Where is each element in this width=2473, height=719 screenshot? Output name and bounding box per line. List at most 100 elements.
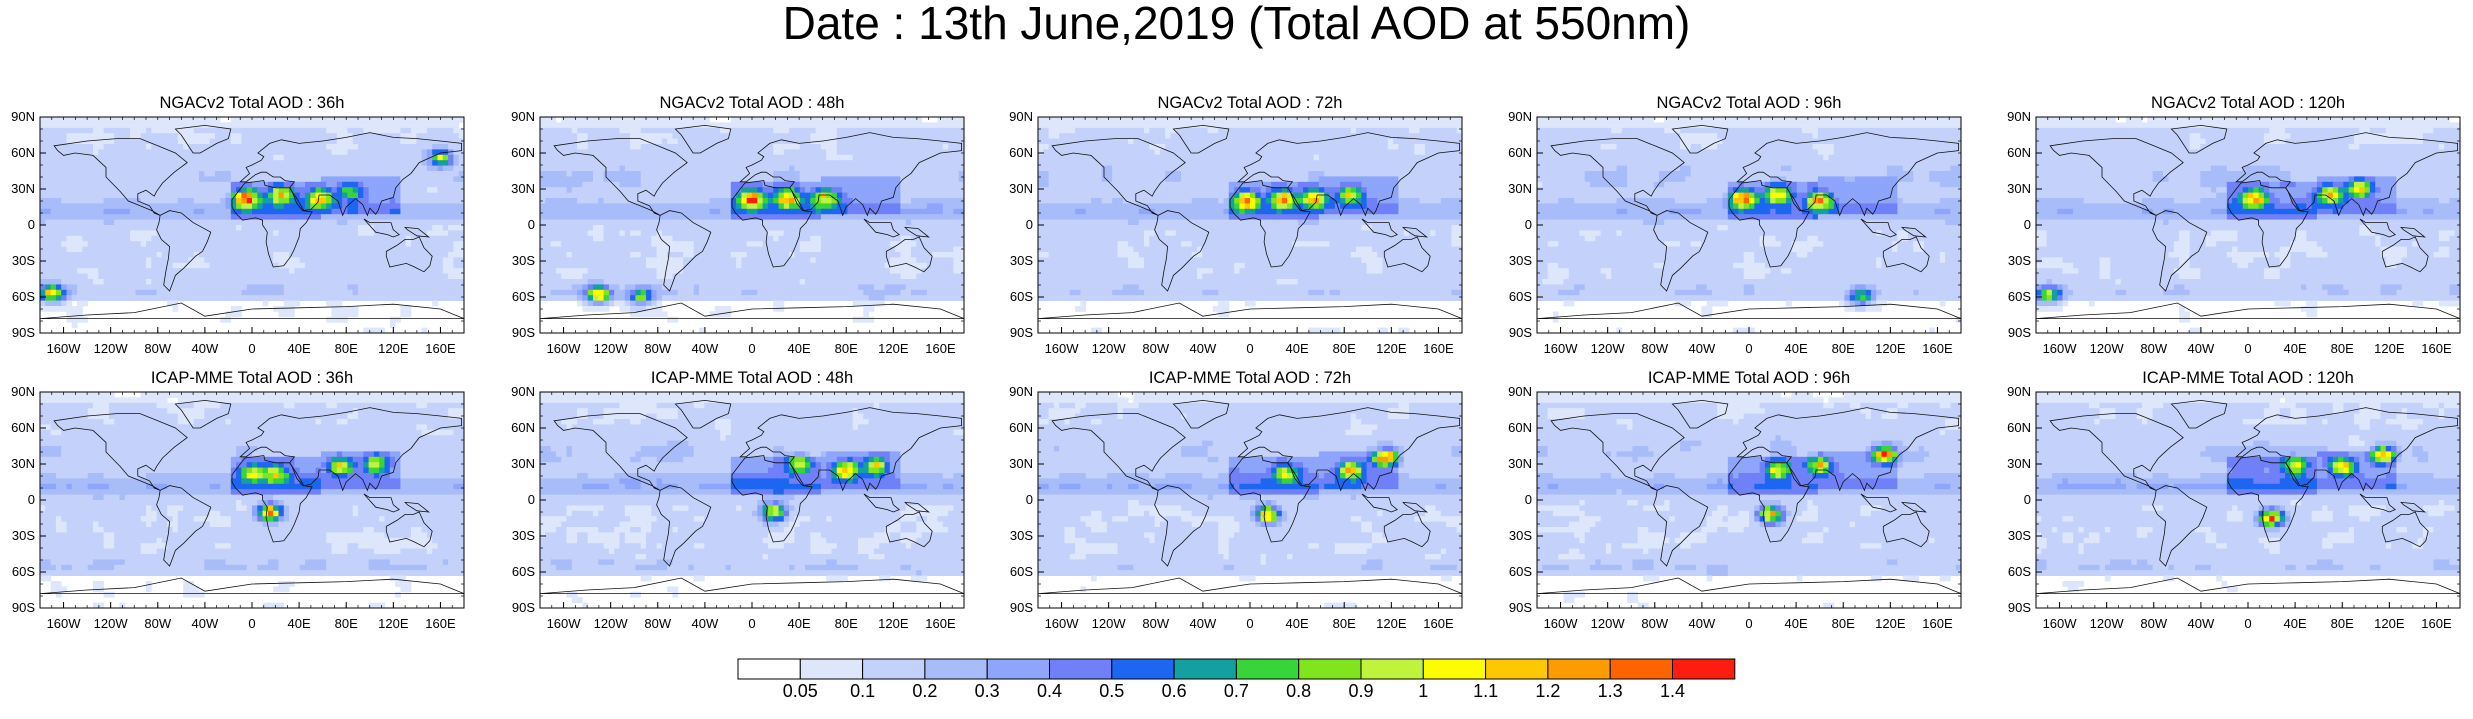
y-tick-label: 60S <box>2008 564 2031 579</box>
x-tick-label: 160W <box>1544 616 1579 631</box>
y-tick-label: 90N <box>11 384 35 399</box>
x-tick-label: 80E <box>335 341 358 356</box>
colorbar-swatch <box>1236 659 1298 679</box>
y-tick-label: 90S <box>12 600 35 615</box>
x-tick-label: 160W <box>1045 616 1080 631</box>
colorbar-label: 0.05 <box>783 681 818 701</box>
x-tick-label: 80W <box>1641 341 1668 356</box>
figure-title: Date : 13th June,2019 (Total AOD at 550n… <box>0 0 2473 46</box>
y-tick-label: 30S <box>512 528 535 543</box>
colorbar-label: 0.5 <box>1099 681 1124 701</box>
y-tick-label: 60N <box>1009 420 1033 435</box>
colorbar-swatch <box>863 659 925 679</box>
x-tick-label: 120E <box>2374 616 2405 631</box>
x-tick-label: 160E <box>1423 341 1454 356</box>
colorbar-swatch <box>1112 659 1174 679</box>
y-tick-label: 30N <box>1508 456 1532 471</box>
x-tick-label: 80E <box>1832 616 1855 631</box>
x-tick-label: 80W <box>144 341 171 356</box>
x-tick-label: 120E <box>1875 616 1906 631</box>
x-tick-label: 40E <box>1286 341 1309 356</box>
panel-title: ICAP-MME Total AOD : 120h <box>2036 369 2460 388</box>
y-tick-label: 60S <box>1509 289 1532 304</box>
y-tick-label: 0 <box>528 217 535 232</box>
x-tick-label: 120W <box>594 341 629 356</box>
x-tick-label: 120W <box>94 616 129 631</box>
y-tick-label: 0 <box>528 492 535 507</box>
aod-field <box>2036 392 2460 592</box>
x-tick-label: 120E <box>2374 341 2405 356</box>
x-tick-label: 80E <box>335 616 358 631</box>
y-tick-label: 30S <box>1010 253 1033 268</box>
y-tick-label: 60S <box>512 289 535 304</box>
x-tick-label: 120W <box>1092 616 1127 631</box>
aod-field <box>1038 392 1462 608</box>
x-tick-label: 0 <box>248 341 255 356</box>
y-tick-label: 90S <box>512 325 535 340</box>
y-tick-label: 30S <box>12 253 35 268</box>
x-tick-label: 120W <box>1092 341 1127 356</box>
y-tick-label: 30N <box>2007 456 2031 471</box>
y-tick-label: 30N <box>511 181 535 196</box>
y-tick-label: 60S <box>512 564 535 579</box>
x-tick-label: 160E <box>1423 616 1454 631</box>
colorbar-label: 0.3 <box>975 681 1000 701</box>
x-tick-label: 160W <box>1045 341 1080 356</box>
panel-title: ICAP-MME Total AOD : 36h <box>40 369 464 388</box>
x-tick-label: 160W <box>547 341 582 356</box>
y-tick-label: 0 <box>1525 492 1532 507</box>
x-tick-label: 40E <box>788 616 811 631</box>
colorbar-swatch <box>987 659 1049 679</box>
x-tick-label: 160W <box>2043 616 2078 631</box>
y-tick-label: 60S <box>1509 564 1532 579</box>
aod-field <box>540 392 964 608</box>
x-tick-label: 40W <box>192 341 219 356</box>
x-tick-label: 80W <box>1142 616 1169 631</box>
aod-field <box>1038 117 1462 333</box>
x-tick-label: 40W <box>692 616 719 631</box>
panel-title: ICAP-MME Total AOD : 72h <box>1038 369 1462 388</box>
y-tick-label: 60S <box>2008 289 2031 304</box>
x-tick-label: 40W <box>1190 616 1217 631</box>
panel-title: NGACv2 Total AOD : 72h <box>1038 94 1462 113</box>
colorbar-label: 0.2 <box>912 681 937 701</box>
y-tick-label: 90S <box>2008 325 2031 340</box>
y-tick-label: 60S <box>1010 564 1033 579</box>
colorbar-label: 1 <box>1418 681 1428 701</box>
x-tick-label: 80W <box>1641 616 1668 631</box>
panel-title: NGACv2 Total AOD : 120h <box>2036 94 2460 113</box>
x-tick-label: 40E <box>2284 616 2307 631</box>
aod-field <box>2036 117 2460 333</box>
x-tick-label: 80E <box>1832 341 1855 356</box>
x-tick-label: 160E <box>1922 341 1953 356</box>
aod-field <box>540 117 964 333</box>
y-tick-label: 30N <box>2007 181 2031 196</box>
x-tick-label: 40E <box>288 341 311 356</box>
x-tick-label: 120W <box>94 341 129 356</box>
y-tick-label: 90S <box>512 600 535 615</box>
x-tick-label: 40E <box>288 616 311 631</box>
y-tick-label: 0 <box>2024 492 2031 507</box>
y-tick-label: 90N <box>1009 109 1033 124</box>
y-tick-label: 0 <box>1026 492 1033 507</box>
colorbar-swatch <box>800 659 862 679</box>
y-tick-label: 60N <box>511 145 535 160</box>
x-tick-label: 80W <box>644 341 671 356</box>
y-tick-label: 60S <box>1010 289 1033 304</box>
x-tick-label: 80W <box>1142 341 1169 356</box>
y-tick-label: 60S <box>12 289 35 304</box>
colorbar-swatch <box>1050 659 1112 679</box>
x-tick-label: 120W <box>1591 616 1626 631</box>
y-tick-label: 90N <box>511 384 535 399</box>
y-tick-label: 0 <box>2024 217 2031 232</box>
y-tick-label: 90S <box>1509 600 1532 615</box>
x-tick-label: 120W <box>1591 341 1626 356</box>
y-tick-label: 90S <box>1010 600 1033 615</box>
x-tick-label: 40W <box>1689 341 1716 356</box>
